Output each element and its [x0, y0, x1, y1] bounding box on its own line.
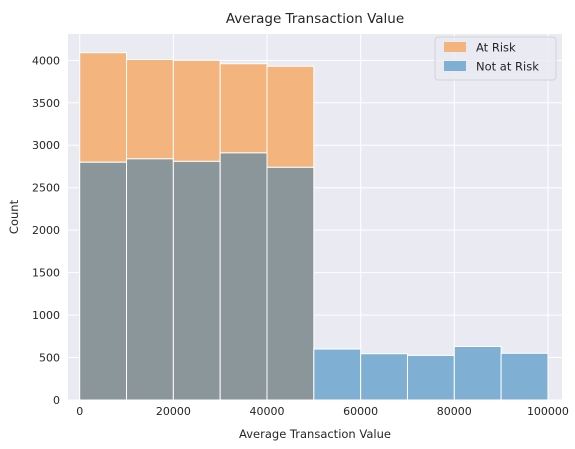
bar-not-at-risk	[406, 354, 455, 401]
legend: At Risk Not at Risk	[434, 36, 557, 81]
bar-at-risk	[126, 58, 174, 160]
y-axis-label: Count	[7, 199, 21, 234]
y-tick-label: 2500	[32, 182, 60, 195]
x-tick-label: 20000	[156, 405, 191, 418]
x-tick-label: 0	[76, 405, 83, 418]
y-tick-label: 1000	[32, 309, 60, 322]
x-tick-label: 80000	[437, 405, 472, 418]
legend-swatch-not-at-risk	[444, 61, 466, 71]
x-tick-label: 100000	[527, 405, 569, 418]
bar-not-at-risk	[500, 352, 549, 401]
bar-at-risk	[266, 65, 315, 168]
y-tick-label: 3500	[32, 97, 60, 110]
histogram-bars	[79, 52, 549, 401]
y-tick-label: 0	[53, 394, 60, 407]
bar-overlap	[172, 160, 221, 401]
bar-overlap	[266, 166, 315, 401]
bar-at-risk	[219, 63, 268, 154]
bar-overlap	[79, 161, 128, 401]
legend-swatch-at-risk	[444, 42, 466, 52]
bar-at-risk	[79, 52, 128, 163]
bar-not-at-risk	[360, 353, 408, 401]
legend-label-at-risk: At Risk	[476, 41, 516, 55]
bar-not-at-risk	[313, 348, 362, 401]
bar-not-at-risk	[453, 346, 502, 401]
legend-label-not-at-risk: Not at Risk	[476, 60, 539, 74]
y-tick-label: 3000	[32, 139, 60, 152]
chart-title: Average Transaction Value	[226, 11, 404, 27]
x-tick-label: 60000	[343, 405, 378, 418]
bar-overlap	[219, 152, 268, 401]
y-tick-label: 2000	[32, 224, 60, 237]
bar-overlap	[126, 158, 174, 401]
y-tick-label: 500	[39, 352, 60, 365]
x-tick-label: 40000	[250, 405, 285, 418]
y-tick-label: 1500	[32, 267, 60, 280]
bar-at-risk	[172, 59, 221, 162]
x-axis-label: Average Transaction Value	[239, 427, 391, 441]
y-tick-label: 4000	[32, 54, 60, 67]
